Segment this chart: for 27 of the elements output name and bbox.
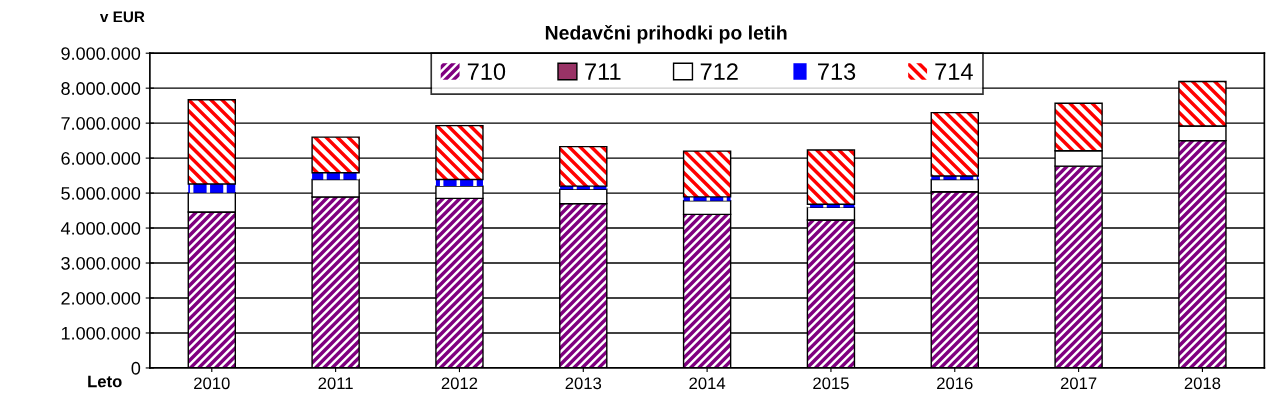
x-tick-label: 2011 xyxy=(318,377,353,390)
legend-label: 711 xyxy=(585,63,621,80)
y-axis-title: v EUR xyxy=(99,11,145,23)
legend-label: 712 xyxy=(700,63,738,80)
y-tick-label: 0 xyxy=(131,361,141,375)
x-tick-label: 2010 xyxy=(194,377,230,390)
x-tick-label: 2015 xyxy=(813,377,849,390)
y-tick-label: 2.000.000 xyxy=(61,291,141,305)
chart-title: Nedavčni prihodki po letih xyxy=(545,24,787,44)
y-tick-label: 8.000.000 xyxy=(61,82,141,95)
y-tick-label: 6.000.000 xyxy=(61,152,141,165)
legend-label: 714 xyxy=(935,63,973,80)
legend-label: 713 xyxy=(818,63,856,80)
y-tick-label: 4.000.000 xyxy=(60,221,141,235)
x-axis-title: Leto xyxy=(88,375,122,388)
x-tick-label: 2013 xyxy=(565,377,602,390)
x-tick-label: 2016 xyxy=(937,377,973,390)
x-tick-label: 2014 xyxy=(689,377,726,390)
y-tick-label: 7.000.000 xyxy=(61,117,141,130)
y-tick-label: 1.000.000 xyxy=(61,326,141,340)
y-tick-label: 5.000.000 xyxy=(61,187,141,200)
y-tick-label: 9.000.000 xyxy=(61,47,141,60)
x-tick-label: 2017 xyxy=(1060,377,1097,390)
x-tick-label: 2018 xyxy=(1184,377,1221,390)
x-tick-label: 2012 xyxy=(441,377,478,390)
y-tick-label: 3.000.000 xyxy=(61,256,141,270)
legend-label: 710 xyxy=(467,63,506,80)
